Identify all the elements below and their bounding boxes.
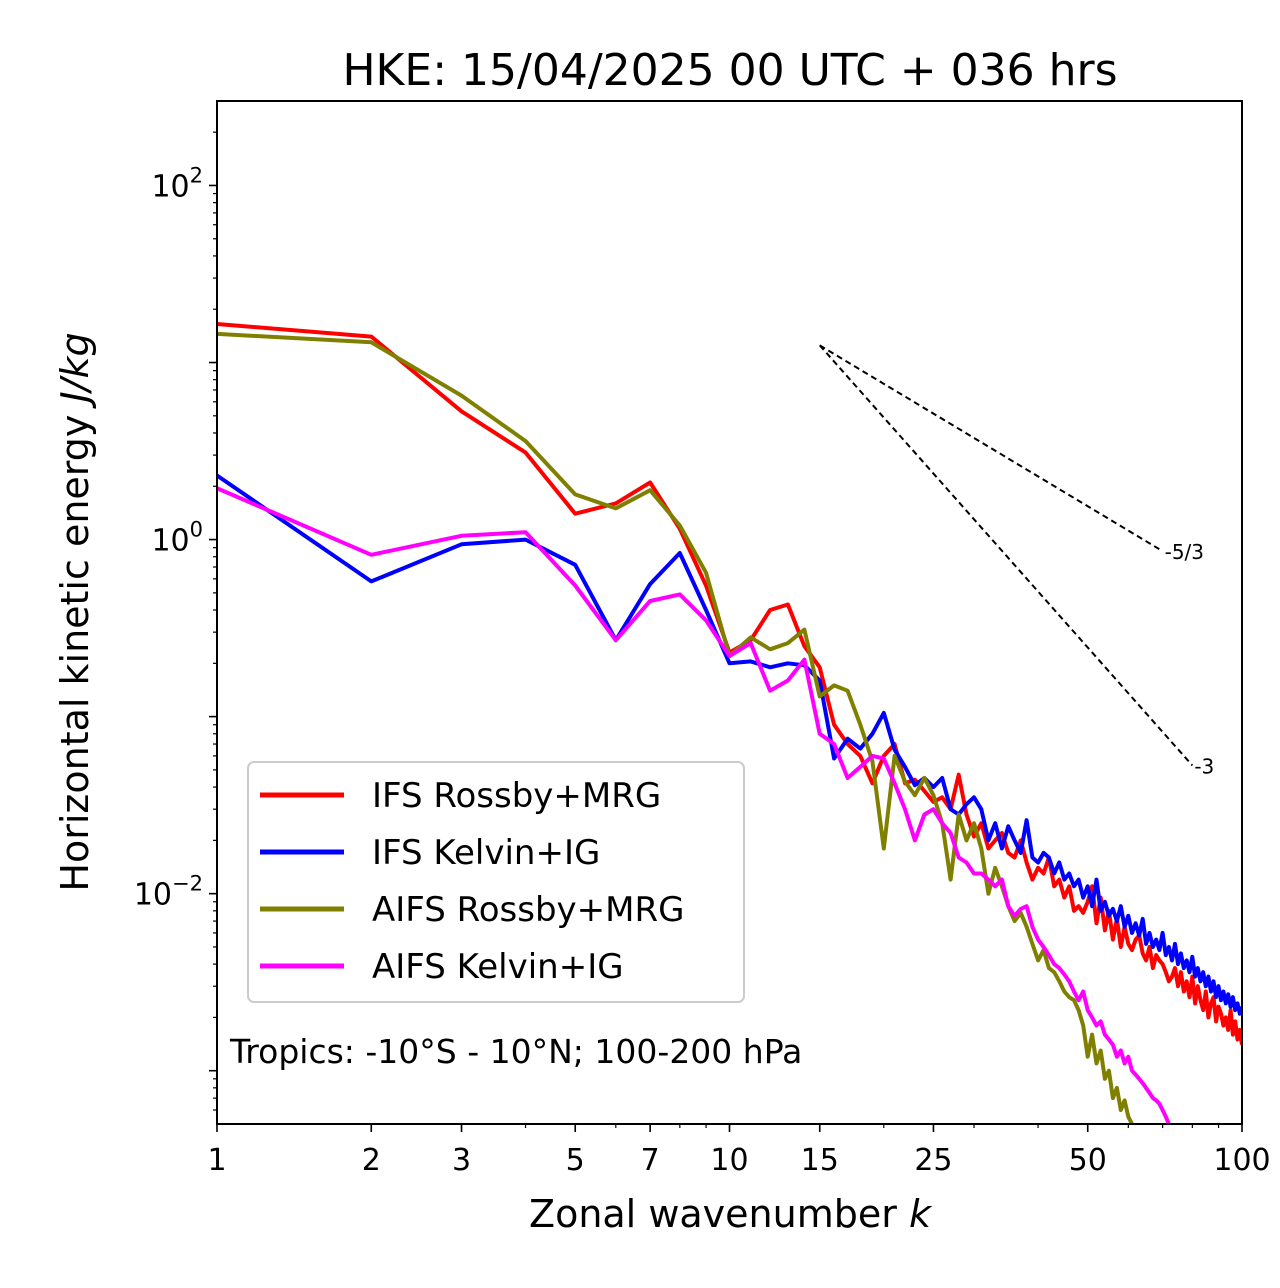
x-axis-variable: k (909, 1192, 933, 1236)
legend-label-2: IFS Kelvin+IG (372, 833, 600, 873)
x-tick-label: 2 (362, 1143, 381, 1178)
x-tick-label: 5 (566, 1143, 585, 1178)
y-tick-label: 100 (151, 518, 203, 559)
x-tick-label: 100 (1213, 1143, 1270, 1178)
x-tick-label: 25 (914, 1143, 952, 1178)
x-axis-label-text: Zonal wavenumber (529, 1192, 897, 1236)
x-axis-label: Zonal wavenumber k (529, 1192, 933, 1236)
x-tick-label: 10 (710, 1143, 748, 1178)
reference-slope-line-2 (818, 344, 1194, 767)
series-line-2 (217, 473, 1242, 1016)
y-axis-label: Horizontal kinetic energy J/kg (53, 332, 97, 891)
axes: 1 2 3 5 7 10 15 25 50 100 102 100 10−2 (134, 100, 1271, 1178)
y-tick-label: 10−2 (134, 872, 203, 913)
legend: IFS Rossby+MRG IFS Kelvin+IG AIFS Rossby+M… (247, 761, 745, 1003)
legend-label-4: AIFS Kelvin+IG (372, 947, 624, 987)
region-annotation: Tropics: -10°S - 10°N; 100-200 hPa (229, 1032, 802, 1071)
series-line-4 (217, 486, 1171, 1124)
x-tick-label: 15 (801, 1143, 839, 1178)
y-tick-label: 102 (151, 163, 203, 204)
x-tick-label: 3 (452, 1143, 471, 1178)
y-axis-units: J/kg (53, 332, 97, 409)
reference-slopes: -5/3 -3 (818, 344, 1214, 778)
series-line-3 (217, 331, 1135, 1124)
x-tick-label: 1 (207, 1143, 226, 1178)
series-layer (217, 322, 1242, 1124)
reference-slope-label-1: -5/3 (1165, 540, 1204, 564)
reference-slope-line-1 (819, 344, 1164, 553)
chart-title: HKE: 15/04/2025 00 UTC + 036 hrs (342, 45, 1117, 96)
y-axis-label-text: Horizontal kinetic energy (53, 415, 97, 892)
reference-slope-label-2: -3 (1194, 754, 1214, 778)
legend-box (247, 761, 745, 1003)
legend-label-1: IFS Rossby+MRG (372, 776, 661, 816)
x-tick-label: 7 (641, 1143, 660, 1178)
legend-label-3: AIFS Rossby+MRG (372, 890, 684, 930)
x-tick-label: 50 (1069, 1143, 1107, 1178)
